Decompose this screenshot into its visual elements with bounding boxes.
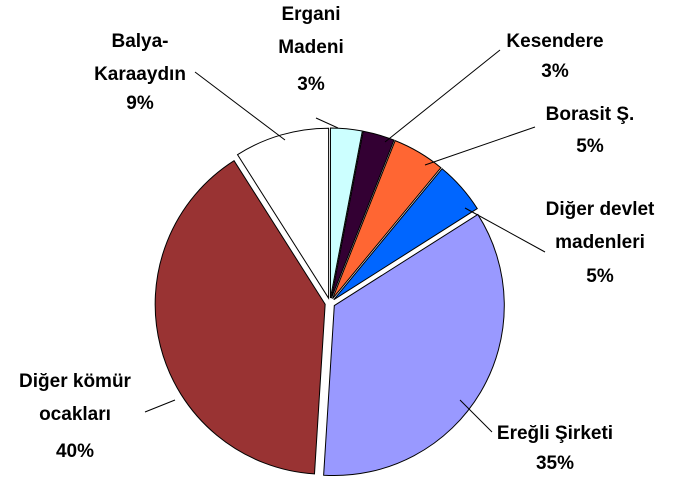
- leader-line: [424, 126, 536, 166]
- pie-slice: [236, 127, 330, 300]
- slice-label: Ergani Madeni: [278, 4, 343, 58]
- slice-label: Diğer kömür ocakları: [19, 371, 132, 425]
- label-line: Diğer devlet: [546, 199, 655, 220]
- label-line: ocakları: [39, 404, 111, 425]
- label-line: Diğer kömür: [19, 371, 132, 392]
- label-line: madenleri: [555, 232, 645, 253]
- pie-slice: [323, 213, 505, 477]
- pie-slice: [332, 139, 442, 300]
- value-label: 3%: [297, 74, 325, 95]
- pie-slice: [333, 168, 478, 301]
- value-label: 40%: [56, 441, 94, 462]
- pie-slice: [154, 160, 326, 475]
- value-label: 5%: [576, 136, 604, 157]
- slice-label: Borasit Ş.: [546, 104, 635, 125]
- pie-slice: [330, 130, 395, 299]
- slice-label: Balya- Karaaydın: [94, 31, 186, 85]
- slice-label: Ereğli Şirketi: [497, 423, 613, 444]
- label-line: Kesendere: [506, 31, 603, 52]
- label-line: Balya-: [111, 31, 168, 52]
- slice-label: Kesendere: [506, 31, 603, 52]
- leader-line: [384, 49, 501, 143]
- label-line: Borasit Ş.: [546, 104, 635, 125]
- label-line: Ereğli Şirketi: [497, 423, 613, 444]
- value-label: 3%: [541, 61, 569, 82]
- leader-line: [315, 117, 339, 129]
- value-label: 9%: [126, 93, 154, 114]
- slice-label: Diğer devlet madenleri: [546, 199, 655, 253]
- value-label: 35%: [536, 453, 574, 474]
- label-line: Karaaydın: [94, 64, 186, 85]
- pie-slice: [329, 127, 363, 299]
- leader-line: [459, 399, 493, 433]
- leader-line: [144, 399, 176, 413]
- value-label: 5%: [586, 266, 614, 287]
- label-line: Ergani: [281, 4, 340, 25]
- leader-line: [194, 71, 286, 141]
- label-line: Madeni: [278, 37, 343, 58]
